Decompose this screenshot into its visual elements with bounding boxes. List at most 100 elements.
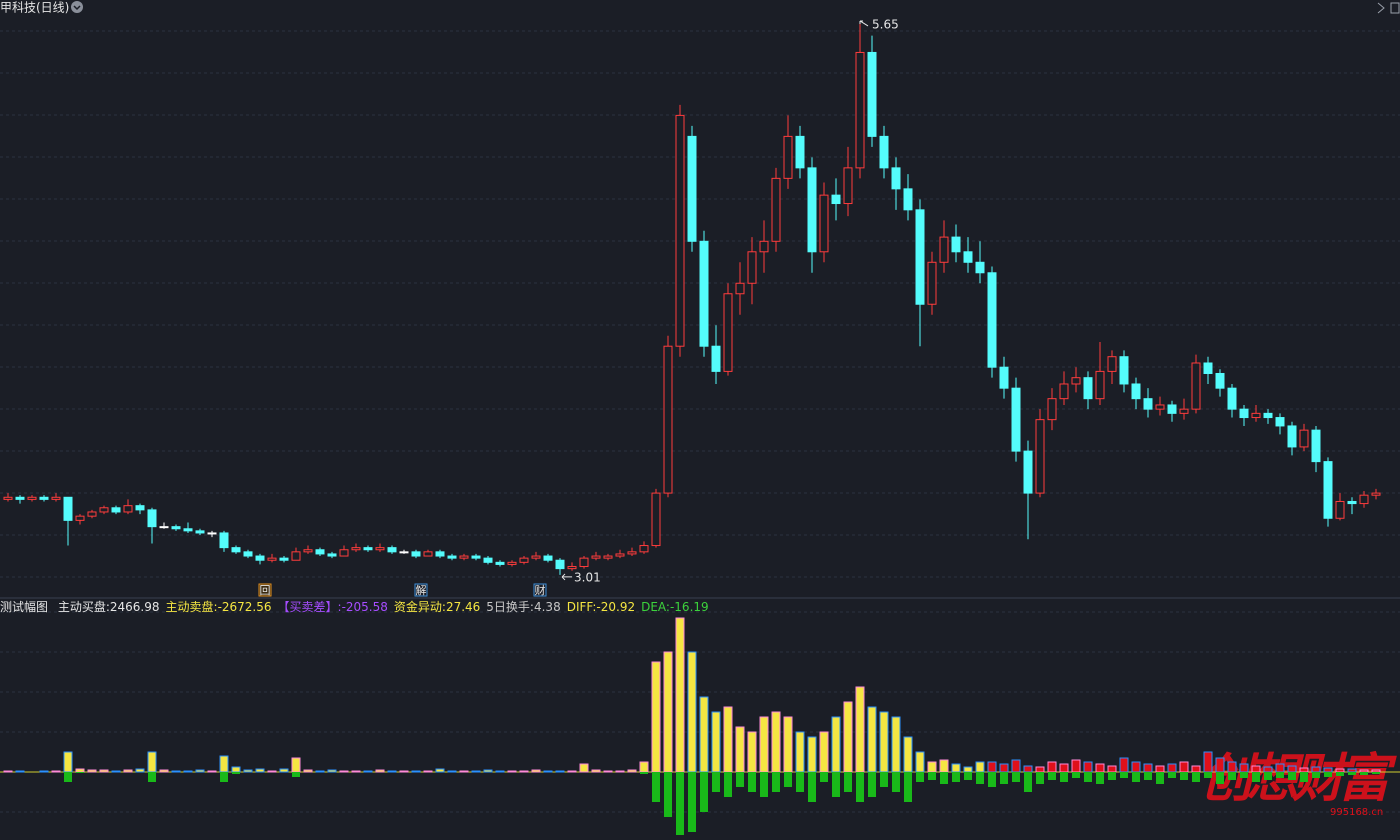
candle-body [1071,377,1081,385]
flow-bar [1251,765,1261,773]
flow-bar [1168,772,1176,778]
flow-bar [1107,765,1117,773]
flow-bar [759,716,769,773]
stock-title: 甲科技(日线) [0,1,69,15]
candle-body [495,561,505,565]
event-marker: 财 [535,583,546,597]
flow-bar [807,736,817,773]
candle-body [1035,419,1045,494]
flow-bar [555,770,565,773]
flow-bar [663,651,673,773]
flow-bar [748,772,756,792]
indicator-value: -20.92 [596,600,636,614]
candle-body [123,505,133,513]
flow-bar [676,772,684,835]
candle-body [651,492,661,547]
flow-bar [1311,766,1321,773]
flow-bar [688,772,696,832]
candle-body [1119,356,1129,385]
flow-bar [1083,761,1093,773]
candle-body [363,547,373,551]
flow-bar [435,768,445,773]
flow-bar [351,770,361,773]
candle-body [735,282,745,295]
candle-body [291,551,301,561]
flow-bar [675,617,685,773]
flow-bar [1179,761,1189,773]
window-icon[interactable] [1390,2,1400,14]
flow-bar [951,763,961,773]
flow-bar [1240,772,1248,778]
flow-bar [1360,772,1368,775]
flow-bar [1323,767,1333,773]
flow-bar [1276,772,1284,778]
candle-body [375,547,385,551]
candle-body [459,555,469,559]
flow-bar [1180,772,1188,780]
flow-bar [939,759,949,773]
annotation-arrow [561,573,572,581]
flow-bar [603,770,613,773]
flow-bar [771,711,781,773]
indicator-label: 主动买盘: [57,600,110,614]
flow-bar [1119,757,1129,773]
candle-body [603,555,613,559]
flow-bar [915,751,925,773]
flow-bar [1132,772,1140,782]
flow-bar [1108,772,1116,780]
flow-bar [3,770,13,773]
flow-bar [1371,769,1381,773]
candle-body [1287,425,1297,448]
indicator-value: -16.19 [669,600,709,614]
candle-body [999,366,1009,389]
candle-body [1371,492,1381,496]
candle-body [267,557,277,561]
flow-bar [892,772,900,792]
flow-bar [999,763,1009,773]
flow-bar [195,769,205,773]
indicator-value: 2466.98 [109,600,160,614]
flow-bar [747,731,757,773]
flow-bar [615,770,625,773]
flow-bar [567,770,577,773]
flow-bar [76,772,84,773]
dropdown-button[interactable] [71,1,83,13]
flow-bar [1227,761,1237,773]
flow-bar [1156,772,1164,784]
candle-body [1107,356,1117,372]
flow-bar [712,772,720,792]
flow-bar [1324,772,1332,777]
candle-body [567,566,577,570]
grid [0,30,1400,813]
flow-bar [315,770,325,773]
candle-body [591,555,601,559]
flow-bar [183,770,193,773]
candle-body [255,555,265,561]
flow-bar [1095,763,1105,773]
candle-body [1299,429,1309,448]
flow-bar [831,716,841,773]
flow-bar [39,770,49,773]
flow-bar [940,772,948,784]
candle-body [231,547,241,553]
candle-body [855,51,865,169]
flow-bar [111,770,121,773]
candle-body [663,345,673,494]
candle-body [447,555,457,559]
flow-bar [1312,772,1320,778]
flow-bar [964,772,972,780]
flow-bar [880,772,888,787]
candle-body [867,51,877,137]
flow-bar [63,751,73,773]
candle-body [279,557,289,561]
flow-bar [159,769,169,773]
flow-bar [123,769,133,773]
nav-icon[interactable] [1377,2,1385,14]
candle-body [843,167,853,205]
candle-body [111,507,121,513]
flow-bar [411,770,421,773]
candle-body [483,557,493,563]
candle-body [1215,372,1225,389]
